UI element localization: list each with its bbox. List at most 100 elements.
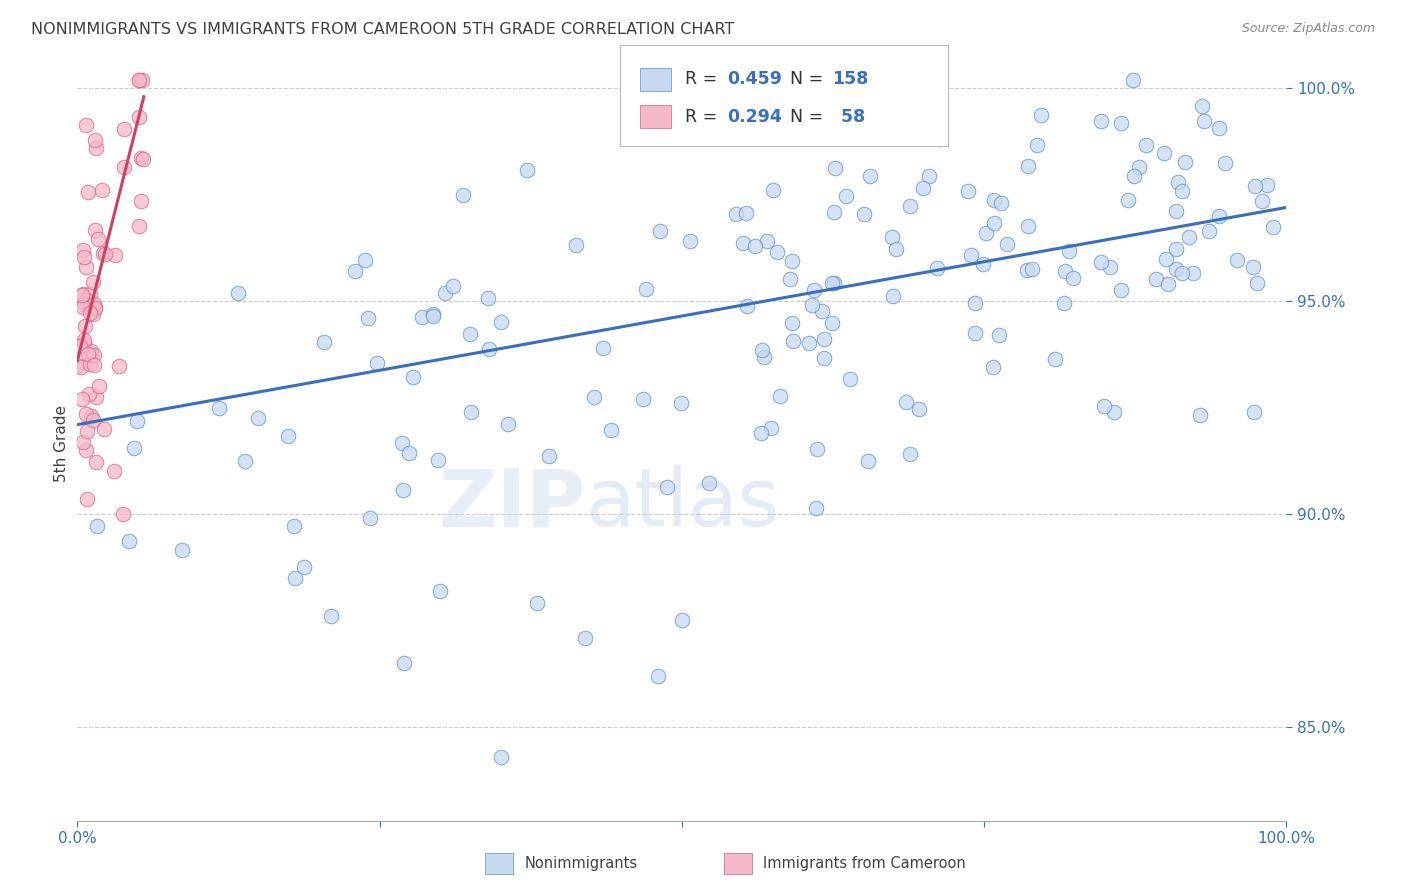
Y-axis label: 5th Grade: 5th Grade <box>53 405 69 483</box>
Text: 0.459: 0.459 <box>727 70 782 88</box>
Point <box>401 369 423 384</box>
Point <box>1208 209 1230 223</box>
Text: NONIMMIGRANTS VS IMMIGRANTS FROM CAMEROON 5TH GRADE CORRELATION CHART: NONIMMIGRANTS VS IMMIGRANTS FROM CAMEROO… <box>31 22 734 37</box>
Point <box>391 435 413 450</box>
Point <box>769 389 792 403</box>
Text: 0.294: 0.294 <box>727 108 782 126</box>
Point <box>359 511 381 525</box>
Point <box>565 238 588 252</box>
Point <box>1015 263 1038 277</box>
Point <box>733 235 755 250</box>
Point <box>648 224 671 238</box>
Point <box>433 286 456 301</box>
Point <box>73 336 96 351</box>
Point <box>928 132 950 146</box>
Point <box>1178 229 1201 244</box>
Point <box>1111 283 1133 297</box>
Text: N =: N = <box>790 70 830 88</box>
Point <box>779 271 801 285</box>
Point <box>83 301 105 315</box>
Point <box>357 310 380 325</box>
Point <box>107 359 129 374</box>
Point <box>1246 276 1268 290</box>
Point <box>1052 295 1074 310</box>
Point <box>1164 203 1187 218</box>
Point <box>755 234 778 248</box>
Point <box>72 301 94 315</box>
Point <box>988 327 1011 342</box>
Point <box>957 184 980 198</box>
Point <box>84 301 107 315</box>
Point <box>277 428 299 442</box>
Point <box>86 519 108 533</box>
Point <box>671 614 693 628</box>
Point <box>75 293 97 307</box>
Point <box>880 230 903 244</box>
Point <box>835 189 858 203</box>
Point <box>70 392 93 406</box>
Point <box>451 187 474 202</box>
Point <box>1102 405 1125 419</box>
Point <box>76 492 98 507</box>
Point <box>170 542 193 557</box>
Point <box>427 453 450 467</box>
Point <box>1256 178 1278 193</box>
Point <box>526 597 548 611</box>
Point <box>441 279 464 293</box>
Point <box>1098 260 1121 275</box>
Point <box>1026 137 1049 152</box>
Point <box>735 299 758 313</box>
Point <box>647 669 669 683</box>
Point <box>228 286 250 301</box>
Point <box>900 199 922 213</box>
Point <box>1043 351 1066 366</box>
Point <box>671 396 693 410</box>
Point <box>83 133 105 147</box>
Point <box>1171 184 1194 198</box>
Point <box>983 216 1005 230</box>
Point <box>1122 169 1144 183</box>
Point <box>489 315 512 329</box>
Point <box>1241 260 1264 274</box>
Point <box>679 235 702 249</box>
Point <box>82 275 104 289</box>
Point <box>72 287 94 301</box>
Point <box>1017 219 1039 233</box>
Point <box>86 141 108 155</box>
Text: 58: 58 <box>835 108 866 126</box>
Point <box>1164 242 1187 256</box>
Point <box>76 185 98 199</box>
Point <box>76 424 98 438</box>
Point <box>104 248 127 262</box>
Point <box>1164 261 1187 276</box>
Point <box>1109 116 1132 130</box>
Point <box>990 196 1012 211</box>
Point <box>804 500 827 515</box>
Point <box>283 519 305 533</box>
Point <box>1122 72 1144 87</box>
Point <box>1031 107 1053 121</box>
Point <box>1189 408 1212 422</box>
Point <box>118 533 141 548</box>
Point <box>458 327 481 342</box>
Point <box>882 289 904 303</box>
Point <box>908 401 931 416</box>
Point <box>856 453 879 467</box>
Point <box>129 194 152 208</box>
Point <box>1090 114 1112 128</box>
Point <box>1226 253 1249 268</box>
Point <box>780 316 803 330</box>
Point <box>1192 113 1215 128</box>
Point <box>112 507 135 521</box>
Point <box>69 339 91 353</box>
Point <box>460 405 482 419</box>
Point <box>84 390 107 404</box>
Point <box>1191 99 1213 113</box>
Point <box>780 254 803 268</box>
Point <box>782 334 804 348</box>
Text: 158: 158 <box>832 70 869 88</box>
Point <box>112 160 135 174</box>
Point <box>761 421 783 435</box>
Point <box>86 454 108 468</box>
Point <box>208 401 231 415</box>
